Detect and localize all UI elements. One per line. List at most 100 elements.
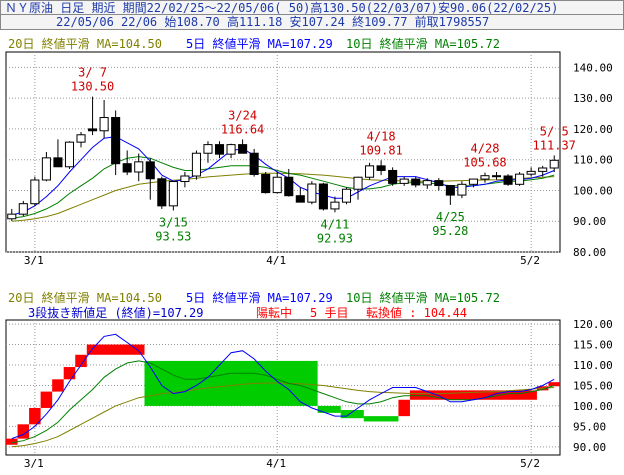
candle-body bbox=[526, 170, 536, 175]
candle-body bbox=[549, 159, 559, 169]
annotation-value: 92.93 bbox=[317, 231, 353, 245]
main-tick-label-x: 5/2 bbox=[520, 254, 540, 267]
sub-ma5-line bbox=[11, 333, 555, 440]
candle-body bbox=[272, 176, 282, 194]
main-tick-label-x: 4/1 bbox=[266, 254, 286, 267]
candle-body bbox=[318, 183, 328, 210]
kagi-brick bbox=[75, 354, 87, 368]
sub-tick-label-y: 100.00 bbox=[573, 400, 613, 413]
candle-body bbox=[53, 157, 63, 168]
candle-body bbox=[480, 175, 490, 180]
chart-header-ohlc: 22/05/06 22/06 始108.70 高111.18 安107.24 終… bbox=[0, 14, 624, 30]
candle-body bbox=[295, 195, 305, 203]
candle-body bbox=[411, 178, 421, 186]
candle-body bbox=[88, 128, 98, 132]
main-tick-label-y: 120.00 bbox=[573, 123, 613, 136]
annotation-value: 116.64 bbox=[221, 122, 264, 136]
candle-body bbox=[180, 175, 190, 183]
kagi-brick bbox=[63, 367, 76, 380]
candle-body bbox=[64, 141, 75, 168]
sub-tick-label-y: 90.00 bbox=[573, 441, 606, 454]
annotation-value: 130.50 bbox=[71, 80, 114, 94]
main-tick-label-y: 90.00 bbox=[573, 215, 606, 228]
kagi-brick bbox=[86, 344, 145, 355]
sub-tick-label-y: 120.00 bbox=[573, 318, 613, 331]
candle-body bbox=[261, 173, 271, 194]
sub-tick-label-y: 95.00 bbox=[573, 420, 606, 433]
legend-ma10: 10日 終値平滑 MA=105.72 bbox=[346, 37, 500, 51]
kagi-info-conv: 転換値 : 104.44 bbox=[366, 306, 468, 320]
sub-ma20-line bbox=[11, 382, 555, 448]
candle-body bbox=[226, 144, 236, 155]
candle-body bbox=[399, 178, 409, 184]
sub-tick-label-y: 105.00 bbox=[573, 379, 613, 392]
kagi-brick bbox=[409, 390, 537, 400]
annotation-date: 3/24 bbox=[228, 108, 257, 122]
kagi-brick bbox=[398, 399, 410, 417]
candle-body bbox=[145, 161, 155, 180]
chart-header-period: ＮＹ原油 日足 期近 期間22/02/25～22/05/06( 50)高130.… bbox=[0, 0, 624, 16]
kagi-brick bbox=[548, 382, 560, 387]
candle-body bbox=[284, 176, 294, 197]
sub-tick-label-x: 5/2 bbox=[520, 457, 540, 470]
sub-ma10-line bbox=[11, 360, 555, 444]
annotation-date: 4/18 bbox=[367, 129, 396, 143]
candle-body bbox=[353, 176, 363, 190]
kagi-brick bbox=[317, 405, 341, 413]
annotation-date: 4/28 bbox=[471, 142, 500, 156]
kagi-brick bbox=[6, 438, 18, 445]
annotation-value: 111.37 bbox=[533, 138, 576, 152]
candle-body bbox=[168, 181, 178, 207]
sub-tick-label-y: 110.00 bbox=[573, 359, 613, 372]
ma20-line bbox=[11, 172, 555, 222]
kagi-info-count: 5 手目 bbox=[310, 306, 349, 320]
annotation-date: 3/ 7 bbox=[78, 66, 107, 80]
sub-legend-ma20: 20日 終値平滑 MA=104.50 bbox=[8, 291, 162, 305]
kagi-brick bbox=[340, 410, 364, 419]
main-tick-label-y: 130.00 bbox=[573, 92, 613, 105]
candle-body bbox=[99, 117, 109, 132]
candle-body bbox=[445, 185, 455, 196]
annotation-date: 3/15 bbox=[159, 215, 188, 229]
kagi-info-state: 陽転中 bbox=[256, 306, 293, 320]
candle-body bbox=[122, 163, 132, 173]
candle-body bbox=[388, 169, 398, 184]
annotation-value: 93.53 bbox=[155, 229, 191, 243]
candle-body bbox=[249, 152, 259, 175]
candle-body bbox=[307, 183, 317, 203]
candle-body bbox=[422, 180, 432, 186]
header-ohlc-text: 22/05/06 22/06 始108.70 高111.18 安107.24 終… bbox=[56, 15, 490, 29]
candle-body bbox=[434, 180, 444, 187]
main-plot-area bbox=[5, 51, 561, 253]
kagi-chart: 90.00 95.00 100.00 105.00 110.00 115.00 120.00… bbox=[5, 318, 613, 470]
annotation-value: 95.28 bbox=[432, 224, 468, 238]
candle-body bbox=[491, 175, 502, 178]
candle-body bbox=[18, 203, 28, 215]
annotation-value: 105.68 bbox=[463, 156, 506, 170]
candle-body bbox=[7, 213, 17, 220]
kagi-brick bbox=[40, 391, 53, 408]
sub-tick-label-x: 4/1 bbox=[266, 457, 286, 470]
annotation-date: 4/11 bbox=[320, 217, 349, 231]
annotation-value: 109.81 bbox=[359, 143, 402, 157]
main-tick-label-y: 140.00 bbox=[573, 61, 613, 74]
candle-body bbox=[30, 179, 40, 205]
candle-body bbox=[134, 161, 144, 173]
annotation-date: 4/25 bbox=[436, 210, 465, 224]
main-tick-label-y: 100.00 bbox=[573, 184, 613, 197]
candle-body bbox=[341, 188, 352, 203]
candle-body bbox=[376, 165, 386, 171]
candle-body bbox=[365, 165, 375, 178]
candle-body bbox=[503, 175, 513, 185]
sub-tick-label-x: 3/1 bbox=[24, 457, 44, 470]
candle-body bbox=[203, 144, 213, 154]
kagi-brick bbox=[52, 379, 64, 392]
candle-body bbox=[111, 117, 121, 165]
candle-body bbox=[41, 157, 51, 181]
candle-body bbox=[238, 144, 248, 154]
candle-body bbox=[330, 201, 340, 210]
candle-body bbox=[457, 183, 467, 196]
candle-body bbox=[76, 134, 86, 143]
kagi-brick bbox=[363, 416, 399, 422]
